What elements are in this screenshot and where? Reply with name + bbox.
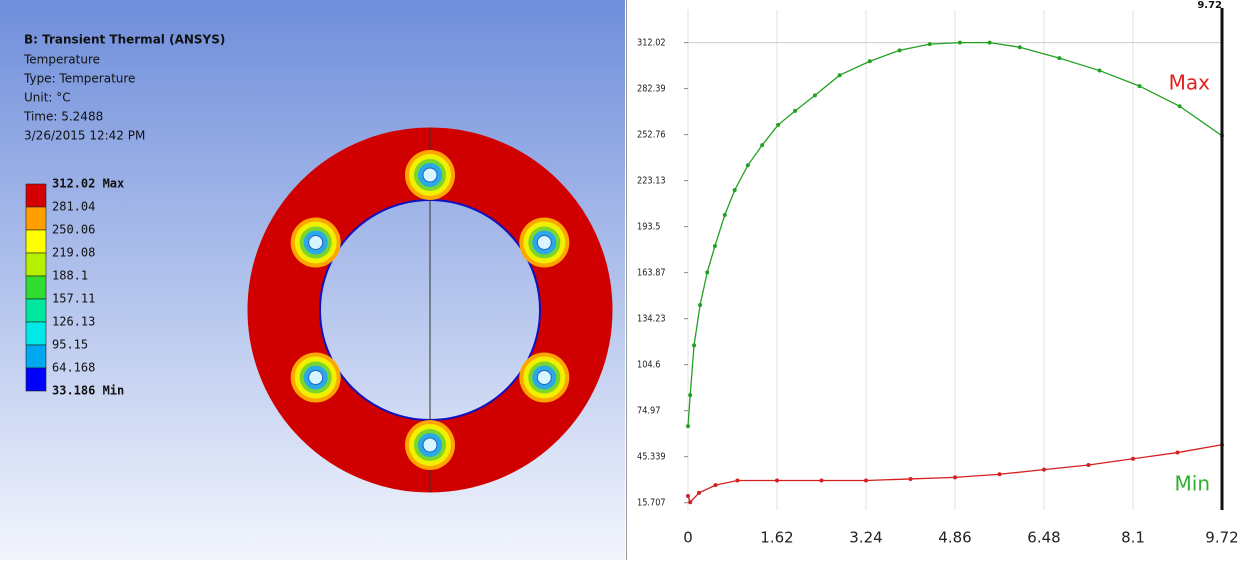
legend-swatch — [26, 368, 46, 391]
y-tick-label: 134.23 — [637, 314, 666, 325]
hole-contour — [423, 168, 437, 182]
legend-label: 126.13 — [52, 315, 95, 329]
y-tick-label: 15.707 — [637, 498, 666, 509]
hole-contour — [309, 371, 323, 385]
data-point — [713, 244, 717, 248]
data-point — [988, 41, 992, 45]
data-point — [820, 478, 824, 482]
legend-swatch — [26, 322, 46, 345]
data-point — [1176, 451, 1180, 455]
data-point — [776, 123, 780, 127]
data-point — [1131, 457, 1135, 461]
hole-contour — [537, 371, 551, 385]
series-label: Max — [1169, 70, 1211, 94]
x-tick-label: 0 — [683, 529, 693, 547]
data-point — [692, 343, 696, 347]
data-point — [1138, 84, 1142, 88]
legend-swatch — [26, 184, 46, 207]
legend-swatch — [26, 299, 46, 322]
chart-panel — [628, 0, 1248, 560]
data-point — [1087, 463, 1091, 467]
data-point — [1057, 56, 1061, 60]
legend-label: 157.11 — [52, 292, 95, 306]
y-tick-label: 193.5 — [637, 222, 661, 233]
hole-contour — [423, 438, 437, 452]
data-point — [1097, 69, 1101, 73]
y-tick-label: 252.76 — [637, 130, 666, 141]
data-point — [686, 494, 690, 498]
data-point — [723, 213, 727, 217]
y-tick-label: 223.13 — [637, 176, 666, 187]
y-tick-label: 282.39 — [637, 84, 666, 95]
data-point — [698, 303, 702, 307]
data-point — [898, 48, 902, 52]
data-point — [705, 270, 709, 274]
header-line: Temperature — [23, 53, 100, 67]
x-tick-label: 8.1 — [1121, 529, 1145, 547]
legend-label: 219.08 — [52, 246, 95, 260]
y-tick-label: 163.87 — [637, 268, 666, 279]
x-tick-label: 9.72 — [1205, 529, 1238, 547]
data-point — [686, 424, 690, 428]
legend-swatch — [26, 253, 46, 276]
data-point — [697, 491, 701, 495]
header-line: Time: 5.2488 — [23, 110, 103, 124]
page: B: Transient Thermal (ANSYS) Temperature… — [0, 0, 1248, 560]
screen: B: Transient Thermal (ANSYS) Temperature… — [0, 0, 1248, 560]
data-point — [733, 188, 737, 192]
legend-swatch — [26, 230, 46, 253]
legend-swatch — [26, 345, 46, 368]
x-tick-label: 6.48 — [1027, 529, 1060, 547]
header-line: Type: Temperature — [23, 72, 135, 86]
data-point — [713, 483, 717, 487]
y-tick-label: 74.97 — [637, 406, 661, 417]
header-line: Unit: °C — [24, 91, 71, 105]
cursor-label: 9.72 — [1197, 0, 1222, 11]
header-line: 3/26/2015 12:42 PM — [24, 129, 145, 143]
x-tick-label: 1.62 — [760, 529, 793, 547]
data-point — [688, 500, 692, 504]
legend-label: 64.168 — [52, 361, 95, 375]
data-point — [953, 475, 957, 479]
data-point — [909, 477, 913, 481]
data-point — [868, 59, 872, 63]
data-point — [864, 478, 868, 482]
legend-label: 95.15 — [52, 338, 88, 352]
legend-label: 33.186 Min — [52, 384, 124, 398]
legend-label: 250.06 — [52, 223, 95, 237]
y-tick-label: 45.339 — [637, 452, 666, 463]
data-point — [998, 472, 1002, 476]
data-point — [1018, 45, 1022, 49]
data-point — [838, 73, 842, 77]
y-tick-label: 312.02 — [637, 38, 666, 49]
hole-contour — [537, 236, 551, 250]
data-point — [958, 41, 962, 45]
x-tick-label: 4.86 — [938, 529, 971, 547]
data-point — [746, 163, 750, 167]
legend-label: 312.02 Max — [52, 177, 124, 191]
y-tick-label: 104.6 — [637, 360, 661, 371]
data-point — [1178, 104, 1182, 108]
data-point — [793, 109, 797, 113]
data-point — [775, 478, 779, 482]
data-point — [813, 93, 817, 97]
model-title: B: Transient Thermal (ANSYS) — [24, 33, 225, 47]
legend-swatch — [26, 207, 46, 230]
legend-swatch — [26, 276, 46, 299]
data-point — [760, 143, 764, 147]
hole-contour — [309, 236, 323, 250]
series-label: Min — [1175, 471, 1211, 495]
x-tick-label: 3.24 — [849, 529, 882, 547]
legend-label: 281.04 — [52, 200, 95, 214]
data-point — [688, 393, 692, 397]
data-point — [1042, 468, 1046, 472]
legend-label: 188.1 — [52, 269, 88, 283]
data-point — [735, 478, 739, 482]
data-point — [928, 42, 932, 46]
